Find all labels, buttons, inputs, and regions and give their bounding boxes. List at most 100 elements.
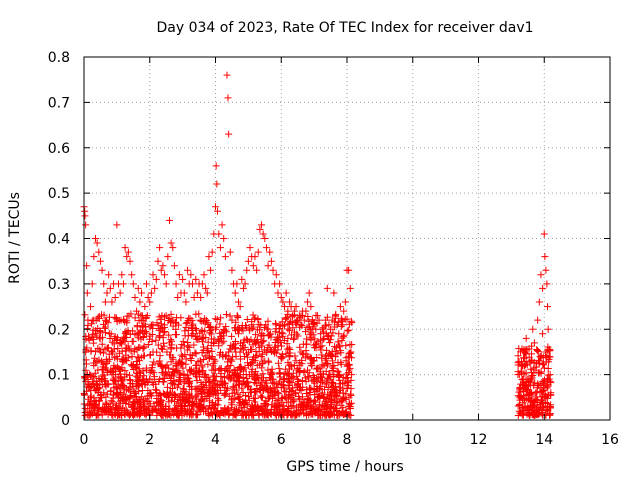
data-point: [279, 298, 287, 306]
data-point: [253, 373, 261, 381]
data-point: [204, 347, 212, 355]
data-point: [81, 411, 89, 419]
data-point: [98, 366, 106, 374]
data-point: [335, 330, 343, 338]
data-point: [153, 319, 161, 327]
data-point: [537, 352, 545, 360]
data-point: [113, 352, 121, 360]
data-point: [87, 382, 95, 390]
data-point: [279, 332, 287, 340]
data-point: [213, 383, 221, 391]
data-point: [197, 378, 205, 386]
data-point: [198, 389, 206, 397]
data-point: [110, 345, 118, 353]
data-point: [304, 298, 312, 306]
data-point: [212, 203, 219, 211]
data-point: [266, 330, 274, 338]
data-point: [175, 271, 183, 279]
data-point: [86, 401, 94, 409]
data-point: [118, 377, 126, 385]
data-point: [268, 348, 276, 356]
data-point: [195, 384, 203, 392]
data-point: [340, 331, 348, 339]
data-point: [90, 409, 98, 417]
data-point: [282, 314, 290, 322]
data-point: [542, 348, 550, 356]
x-axis-tick-labels: 0 2 4 6 8 10 12 14 16: [80, 432, 619, 448]
data-point: [186, 409, 194, 417]
data-point: [216, 320, 224, 328]
data-point: [141, 323, 149, 331]
data-point: [544, 382, 552, 390]
data-point: [116, 384, 124, 392]
data-point: [298, 356, 306, 364]
data-point: [127, 392, 135, 400]
data-point: [96, 348, 104, 356]
data-point: [323, 346, 331, 354]
data-point: [125, 386, 133, 394]
data-point: [271, 328, 279, 336]
data-point: [213, 207, 221, 215]
data-point: [531, 379, 539, 387]
data-point: [316, 343, 324, 351]
data-point: [326, 336, 334, 344]
data-point: [302, 389, 310, 397]
data-point: [103, 359, 111, 367]
data-point: [93, 380, 101, 388]
data-point: [171, 398, 179, 406]
data-point: [138, 312, 146, 320]
data-point: [330, 362, 338, 370]
data-point: [344, 410, 352, 418]
data-point: [225, 348, 233, 356]
data-point: [157, 320, 165, 328]
data-point: [239, 327, 247, 335]
data-point: [132, 389, 140, 397]
data-point: [224, 358, 232, 366]
data-point: [212, 391, 220, 399]
data-point: [261, 357, 269, 365]
data-point: [514, 352, 522, 360]
data-point: [172, 319, 180, 327]
data-point: [331, 312, 339, 320]
data-point: [144, 378, 152, 386]
data-point: [116, 289, 124, 297]
data-point: [200, 333, 208, 341]
data-point: [345, 326, 353, 334]
data-point: [86, 383, 94, 391]
data-point: [282, 289, 290, 297]
data-point: [330, 343, 338, 351]
data-point: [199, 367, 207, 375]
data-point: [520, 354, 528, 362]
data-point: [103, 289, 111, 297]
data-point: [345, 320, 353, 328]
data-point: [318, 379, 326, 387]
data-point: [249, 358, 257, 366]
data-point: [112, 406, 120, 414]
data-point: [539, 387, 547, 395]
data-point: [283, 398, 291, 406]
data-point: [139, 386, 147, 394]
data-point: [141, 303, 149, 311]
data-point: [540, 386, 548, 394]
data-point: [178, 359, 186, 367]
data-point: [103, 380, 111, 388]
data-point: [184, 371, 192, 379]
data-point: [306, 386, 314, 394]
data-point: [259, 230, 267, 238]
data-point: [134, 284, 142, 292]
data-point: [88, 317, 96, 325]
data-point: [346, 402, 354, 410]
data-point: [129, 280, 137, 288]
data-point: [267, 371, 275, 379]
data-point: [257, 321, 265, 329]
data-point: [307, 384, 315, 392]
data-point: [222, 322, 230, 330]
data-point: [131, 314, 139, 322]
data-point: [249, 353, 257, 361]
data-point: [288, 411, 296, 419]
data-point: [262, 383, 270, 391]
data-point: [248, 365, 256, 373]
y-tick-label: 0: [61, 413, 70, 429]
data-point: [83, 325, 91, 333]
